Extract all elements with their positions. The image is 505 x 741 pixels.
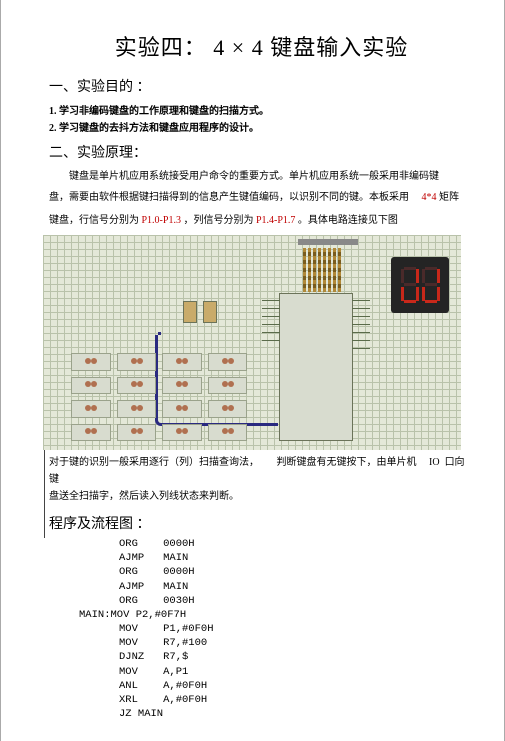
code-heading: 程序及流程图 ： xyxy=(49,513,474,533)
objective-1: 1. 学习非编码键盘的工作原理和键盘的扫描方式。 xyxy=(49,102,474,117)
scan-footnote: 对于键的识别一般采用逐行（列）扫描查询法， 判断键盘有无键按下，由单片机 IO … xyxy=(49,454,474,505)
section1-heading: 一、实验目的 ： xyxy=(49,76,474,96)
cap1 xyxy=(183,301,197,323)
doc-title: 实验四： 4 × 4 键盘输入实验 xyxy=(49,30,474,62)
circuit-schematic xyxy=(43,235,461,450)
col-bus-wire xyxy=(158,332,271,335)
principle-para-line1: 键盘是单片机应用系统接受用户命令的重要方式。单片机应用系统一般采用非编码键 xyxy=(49,168,474,185)
principle-para-line3: 键盘，行信号分别为 P1.0-P1.3 ，列信号分别为 P1.4-P1.7 。具… xyxy=(49,212,474,229)
resistor-pack xyxy=(303,248,353,292)
asm-code-block: ORG 0000H AJMP MAIN ORG 0000H AJMP MAIN … xyxy=(119,537,474,721)
digit-1 xyxy=(401,267,419,303)
section2-heading: 二、实验原理： xyxy=(49,142,474,162)
keypad-4x4 xyxy=(71,353,247,441)
objective-2: 2. 学习键盘的去抖方法和键盘应用程序的设计。 xyxy=(49,119,474,134)
top-connector xyxy=(298,239,358,245)
cap2 xyxy=(203,301,217,323)
principle-para-line2: 盘，需要由软件根据键扫描得到的信息产生键值编码，以识别不同的键。本板采用 4*4… xyxy=(49,189,474,206)
digit-2 xyxy=(422,267,440,303)
mcu-chip xyxy=(279,293,353,441)
page: 实验四： 4 × 4 键盘输入实验 一、实验目的 ： 1. 学习非编码键盘的工作… xyxy=(0,0,505,741)
seven-segment-display xyxy=(391,257,449,313)
